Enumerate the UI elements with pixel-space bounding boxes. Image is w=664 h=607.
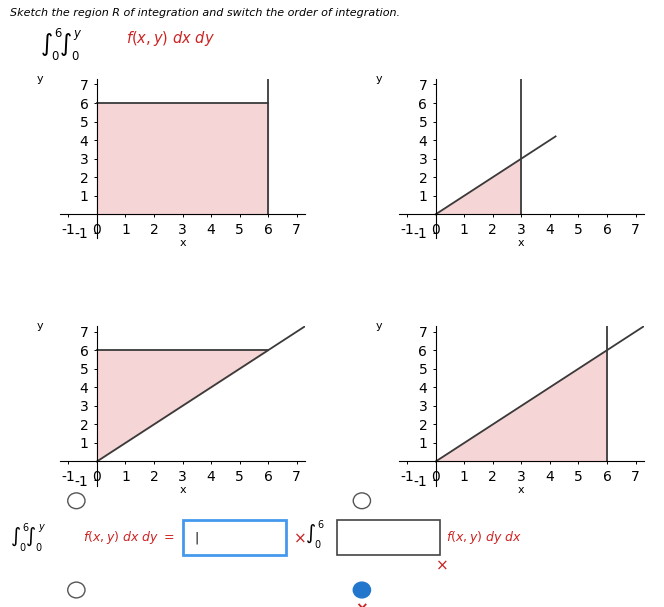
X-axis label: x: x [179,485,186,495]
X-axis label: x: x [179,238,186,248]
Polygon shape [436,158,521,214]
Text: Sketch the region R of integration and switch the order of integration.: Sketch the region R of integration and s… [10,8,400,18]
Polygon shape [97,350,268,461]
Text: $\times$: $\times$ [293,531,306,545]
Text: |: | [195,531,199,544]
Text: $f(x, y)\ dx\ dy$: $f(x, y)\ dx\ dy$ [126,29,215,48]
Y-axis label: y: y [37,73,43,84]
Y-axis label: y: y [37,321,43,331]
X-axis label: x: x [518,485,525,495]
Text: $f(x,y)\ dy\ dx$: $f(x,y)\ dy\ dx$ [446,529,523,546]
Text: $f(x,y)\ dx\ dy\ =$: $f(x,y)\ dx\ dy\ =$ [83,529,175,546]
X-axis label: x: x [518,238,525,248]
Text: $\int_0^6$: $\int_0^6$ [305,518,325,551]
Text: $\times$: $\times$ [435,557,448,572]
Text: $\int_0^6\!\int_0^y$: $\int_0^6\!\int_0^y$ [40,27,82,63]
Text: $\mathbf{\times}$: $\mathbf{\times}$ [355,601,369,607]
Polygon shape [436,350,607,461]
Y-axis label: y: y [376,321,382,331]
Y-axis label: y: y [376,73,382,84]
Text: $\int_0^6\!\int_0^y$: $\int_0^6\!\int_0^y$ [10,521,46,554]
